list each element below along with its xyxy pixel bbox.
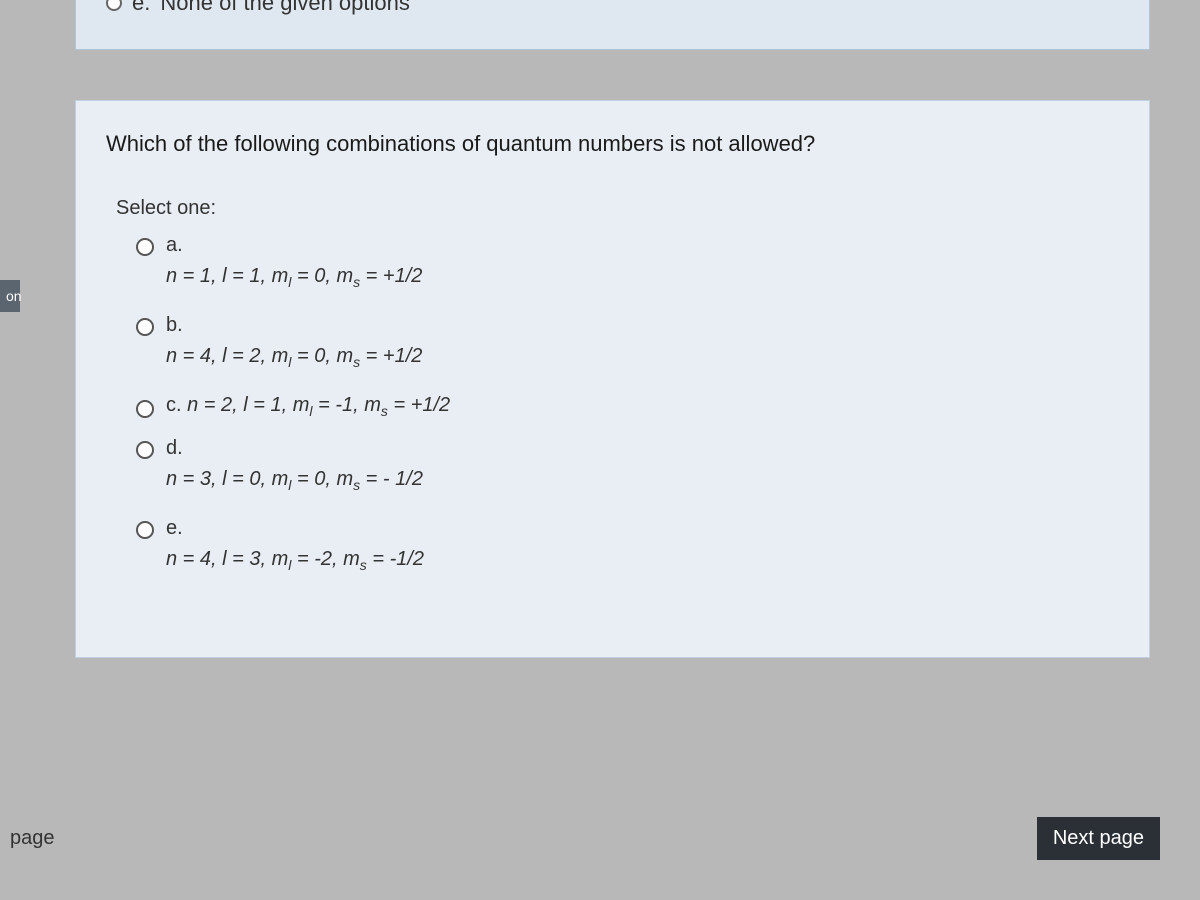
option-radio[interactable] [136,318,154,336]
option-letter: e. [166,517,183,540]
prev-option-radio[interactable] [106,0,122,11]
option-letter: d. [166,437,183,460]
option-formula: n = 4, l = 2, ml = 0, ms = +1/2 [166,345,422,367]
option-row: c. n = 2, l = 1, ml = -1, ms = +1/2 [136,394,1119,419]
option-radio[interactable] [136,400,154,418]
next-page-button[interactable]: Next page [1037,817,1160,860]
option-combined: c. n = 2, l = 1, ml = -1, ms = +1/2 [166,394,450,419]
option-formula-row: n = 3, l = 0, ml = 0, ms = - 1/2 [136,468,1119,493]
option-radio[interactable] [136,441,154,459]
select-one-label: Select one: [116,197,1119,220]
prev-option-text: None of the given options [160,0,410,16]
option-letter: a. [166,234,183,257]
prev-page-button[interactable]: page [10,827,55,850]
option-letter: b. [166,314,183,337]
option-row: d. [136,437,1119,460]
option-formula-row: n = 4, l = 2, ml = 0, ms = +1/2 [136,345,1119,370]
option-formula: n = 1, l = 1, ml = 0, ms = +1/2 [166,265,422,287]
previous-question-panel: e. None of the given options [75,0,1150,50]
option-formula-row: n = 4, l = 3, ml = -2, ms = -1/2 [136,548,1119,573]
option-formula-row: n = 1, l = 1, ml = 0, ms = +1/2 [136,265,1119,290]
prev-option-letter: e. [132,0,150,16]
sidebar-tab[interactable]: on [0,280,20,312]
options-container: a. n = 1, l = 1, ml = 0, ms = +1/2 b. n = 4… [106,234,1119,573]
question-panel: Which of the following combinations of q… [75,100,1150,658]
option-radio[interactable] [136,238,154,256]
nav-row: page Next page [10,817,1160,860]
option-formula: n = 3, l = 0, ml = 0, ms = - 1/2 [166,468,423,490]
option-row: b. [136,314,1119,337]
sidebar-label: on [6,288,22,304]
question-text: Which of the following combinations of q… [106,131,1119,157]
option-radio[interactable] [136,521,154,539]
option-row: e. [136,517,1119,540]
option-formula: n = 4, l = 3, ml = -2, ms = -1/2 [166,548,424,570]
option-row: a. [136,234,1119,257]
